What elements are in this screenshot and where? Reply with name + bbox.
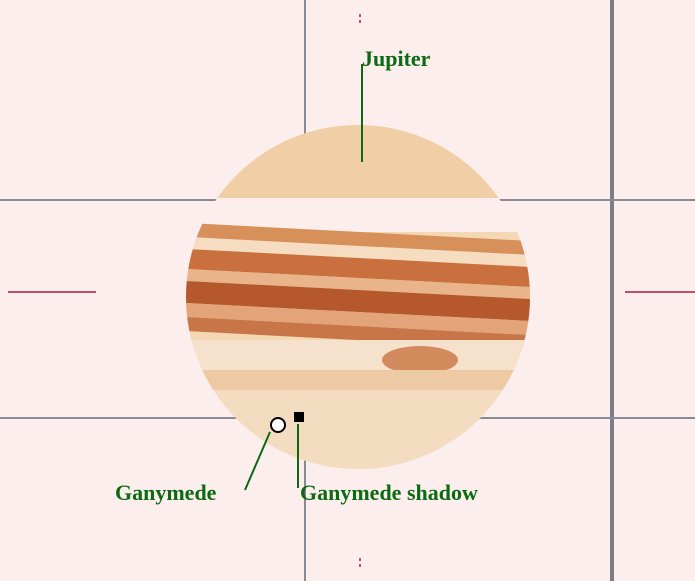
page: Jupiter Ganymede Ganymede shadow (() => …: [0, 0, 695, 581]
label: Ganymede shadow: [300, 480, 478, 505]
jupiter-diagram: Jupiter Ganymede Ganymede shadow: [0, 0, 695, 581]
ganymede: [271, 418, 285, 432]
label: Jupiter: [362, 46, 431, 71]
ganymede-shadow: [294, 412, 304, 422]
label: Ganymede: [115, 480, 217, 505]
